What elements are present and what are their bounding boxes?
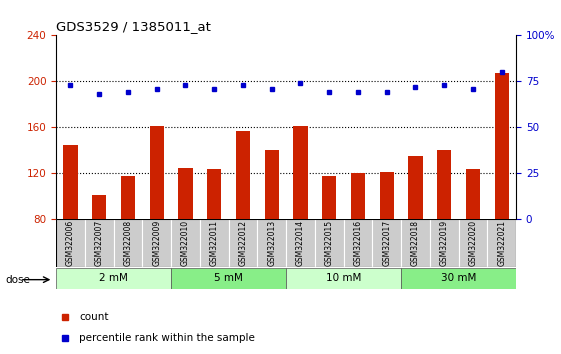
Text: GSM322017: GSM322017 — [382, 220, 391, 267]
Bar — [121, 176, 135, 219]
Text: GSM322014: GSM322014 — [296, 220, 305, 267]
Bar — [56, 219, 85, 267]
Text: GSM322007: GSM322007 — [95, 220, 104, 267]
Text: GSM322020: GSM322020 — [468, 220, 477, 267]
Text: 5 mM: 5 mM — [214, 273, 243, 283]
Bar — [408, 156, 422, 219]
Text: GSM322019: GSM322019 — [440, 220, 449, 267]
Bar — [351, 173, 365, 219]
Bar — [401, 268, 516, 289]
Text: GSM322011: GSM322011 — [210, 221, 219, 266]
Bar — [171, 219, 200, 267]
Bar — [322, 176, 337, 219]
Bar — [113, 219, 142, 267]
Text: 2 mM: 2 mM — [99, 273, 128, 283]
Bar — [430, 219, 459, 267]
Bar — [458, 219, 488, 267]
Text: GSM322008: GSM322008 — [123, 220, 132, 267]
Bar — [200, 219, 229, 267]
Text: 30 mM: 30 mM — [441, 273, 476, 283]
Bar — [171, 268, 286, 289]
Bar — [373, 219, 401, 267]
Bar — [265, 150, 279, 219]
Text: GSM322021: GSM322021 — [497, 221, 506, 266]
Bar — [343, 219, 373, 267]
Bar — [315, 219, 343, 267]
Bar — [92, 195, 107, 219]
Text: GSM322012: GSM322012 — [238, 221, 247, 266]
Bar — [286, 219, 315, 267]
Bar — [293, 126, 307, 219]
Text: dose: dose — [6, 275, 30, 285]
Bar — [229, 219, 257, 267]
Text: 10 mM: 10 mM — [326, 273, 361, 283]
Text: percentile rank within the sample: percentile rank within the sample — [79, 332, 255, 343]
Bar — [437, 150, 452, 219]
Bar — [85, 219, 113, 267]
Bar — [488, 219, 516, 267]
Text: GSM322009: GSM322009 — [152, 220, 161, 267]
Text: count: count — [79, 312, 109, 322]
Bar — [380, 172, 394, 219]
Text: GSM322006: GSM322006 — [66, 220, 75, 267]
Text: GSM322016: GSM322016 — [353, 220, 362, 267]
Bar — [63, 145, 77, 219]
Bar — [286, 268, 401, 289]
Text: GSM322010: GSM322010 — [181, 220, 190, 267]
Bar — [466, 169, 480, 219]
Bar — [401, 219, 430, 267]
Bar — [207, 169, 222, 219]
Bar — [236, 131, 250, 219]
Text: GSM322018: GSM322018 — [411, 221, 420, 266]
Bar — [150, 126, 164, 219]
Text: GSM322015: GSM322015 — [325, 220, 334, 267]
Text: GDS3529 / 1385011_at: GDS3529 / 1385011_at — [56, 20, 211, 33]
Bar — [142, 219, 171, 267]
Bar — [495, 73, 509, 219]
Bar — [178, 168, 192, 219]
Bar — [257, 219, 286, 267]
Bar — [56, 268, 171, 289]
Text: GSM322013: GSM322013 — [267, 220, 276, 267]
